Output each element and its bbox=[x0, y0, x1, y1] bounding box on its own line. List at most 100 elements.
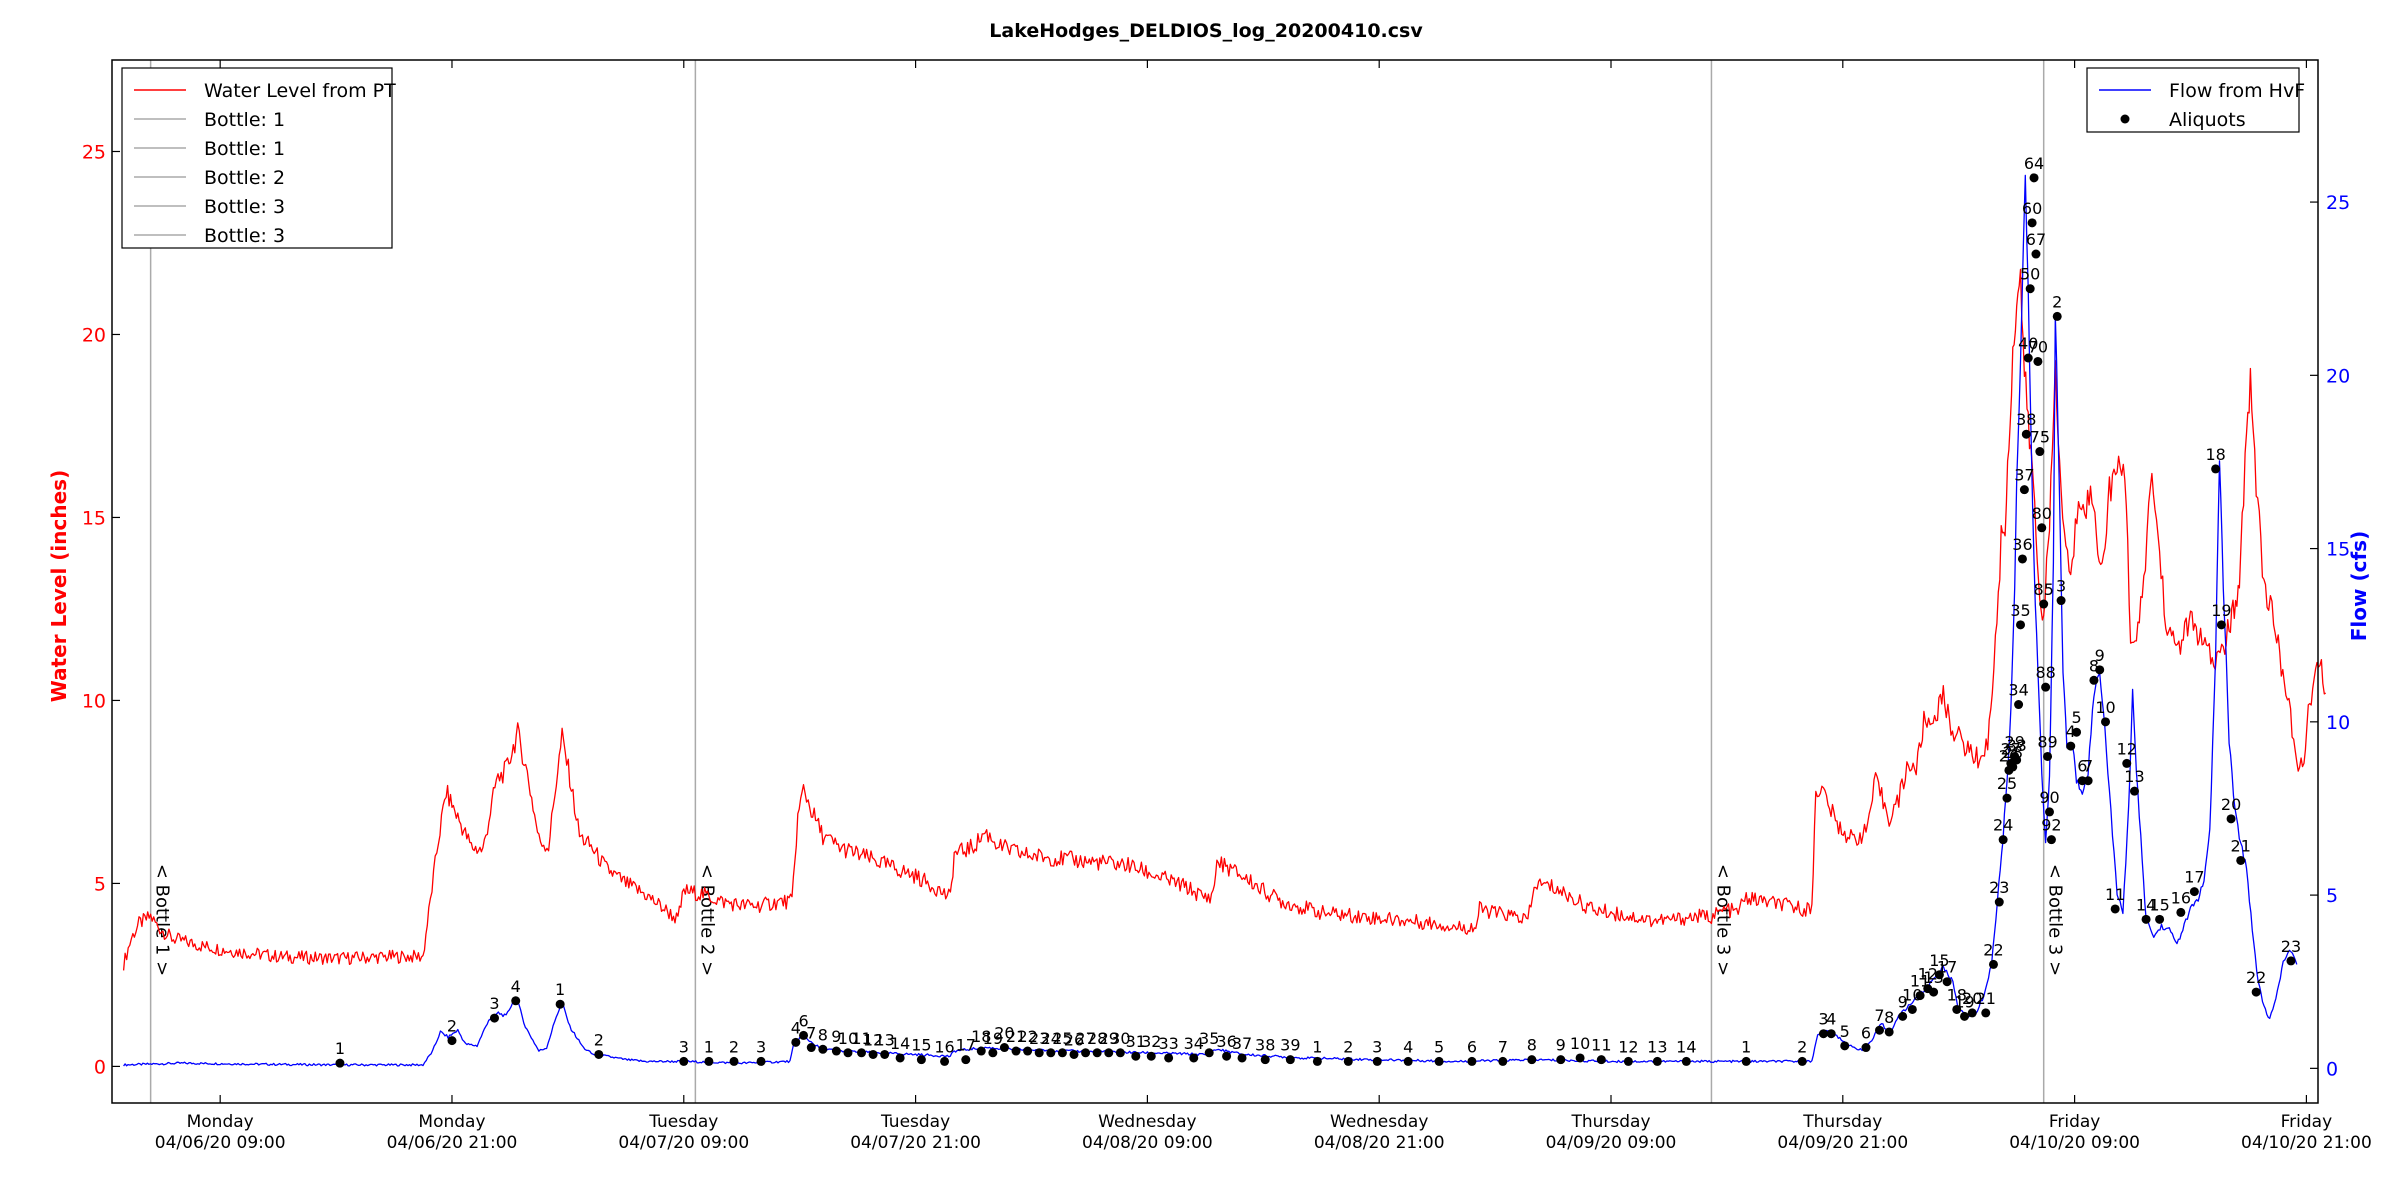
legend-entry-label: Bottle: 3 bbox=[204, 196, 285, 218]
aliquot-point bbox=[729, 1056, 739, 1066]
aliquot-label: 90 bbox=[2039, 788, 2059, 807]
aliquot-point bbox=[1222, 1051, 1232, 1061]
aliquot-label: 29 bbox=[1099, 1029, 1119, 1048]
aliquot-point bbox=[2211, 464, 2221, 474]
aliquot-label: 10 bbox=[838, 1029, 858, 1048]
aliquot-label: 28 bbox=[1087, 1029, 1107, 1048]
aliquot-label: 33 bbox=[1158, 1034, 1178, 1053]
aliquot-label: 8 bbox=[818, 1025, 828, 1044]
aliquot-point bbox=[2002, 793, 2012, 803]
x-tick-day-label: Tuesday bbox=[880, 1112, 950, 1132]
aliquot-label: 9 bbox=[1898, 992, 1908, 1011]
x-tick-day-label: Thursday bbox=[1570, 1112, 1650, 1132]
x-tick-date-label: 04/09/20 09:00 bbox=[1546, 1133, 1677, 1153]
aliquot-point bbox=[1189, 1053, 1199, 1063]
aliquot-label: 3 bbox=[2056, 577, 2066, 596]
aliquot-label: 21 bbox=[2231, 836, 2251, 855]
bottle-marker-label: < Bottle 3 > bbox=[1712, 864, 1733, 976]
aliquot-point bbox=[2216, 620, 2226, 630]
aliquot-point bbox=[2041, 682, 2051, 692]
aliquot-point bbox=[594, 1049, 604, 1059]
y-left-tick-label: 15 bbox=[82, 507, 106, 529]
aliquot-point bbox=[1131, 1051, 1141, 1061]
aliquot-label: 8 bbox=[1527, 1036, 1537, 1055]
x-tick-date-label: 04/08/20 21:00 bbox=[1314, 1133, 1445, 1153]
y-right-tick-label: 5 bbox=[2326, 885, 2338, 907]
aliquot-label: 80 bbox=[2032, 504, 2052, 523]
aliquot-label: 17 bbox=[2184, 868, 2204, 887]
aliquot-label: 6 bbox=[1467, 1037, 1477, 1056]
aliquot-label: 1 bbox=[1741, 1037, 1751, 1056]
aliquot-label: 2 bbox=[447, 1017, 457, 1036]
aliquot-label: 75 bbox=[2030, 428, 2050, 447]
aliquot-point bbox=[1998, 835, 2008, 845]
aliquot-point bbox=[2066, 741, 2076, 751]
x-tick-date-label: 04/06/20 09:00 bbox=[155, 1133, 286, 1153]
aliquot-label: 23 bbox=[1989, 878, 2009, 897]
aliquot-point bbox=[2095, 665, 2105, 675]
aliquot-point bbox=[2141, 914, 2151, 924]
aliquot-point bbox=[756, 1056, 766, 1066]
aliquot-label: 7 bbox=[1498, 1037, 1508, 1056]
aliquot-point bbox=[895, 1053, 905, 1063]
aliquot-point bbox=[1023, 1046, 1033, 1056]
aliquot-label: 23 bbox=[2281, 937, 2301, 956]
aliquot-label: 36 bbox=[1216, 1032, 1236, 1051]
aliquot-label: 3 bbox=[756, 1037, 766, 1056]
x-tick-day-label: Friday bbox=[2281, 1112, 2333, 1132]
aliquot-label: 23 bbox=[1029, 1029, 1049, 1048]
aliquot-point bbox=[2021, 429, 2031, 439]
y-right-tick-label: 15 bbox=[2326, 539, 2350, 561]
aliquot-point bbox=[1343, 1056, 1353, 1066]
aliquot-point bbox=[2012, 755, 2022, 765]
water-level-series-line bbox=[122, 268, 2327, 971]
aliquot-point bbox=[976, 1046, 986, 1056]
aliquot-label: 20 bbox=[1962, 989, 1982, 1008]
aliquot-point bbox=[1312, 1056, 1322, 1066]
aliquot-label: 10 bbox=[1570, 1034, 1590, 1053]
x-tick-date-label: 04/07/20 09:00 bbox=[618, 1133, 749, 1153]
aliquot-point bbox=[940, 1056, 950, 1066]
aliquot-point bbox=[489, 1013, 499, 1023]
aliquot-point bbox=[511, 996, 521, 1006]
aliquot-point bbox=[555, 999, 565, 1009]
y-right-tick-label: 10 bbox=[2326, 712, 2350, 734]
aliquot-point bbox=[799, 1030, 809, 1040]
aliquot-label: 14 bbox=[2136, 895, 2156, 914]
aliquot-point bbox=[1104, 1048, 1114, 1058]
aliquot-label: 29 bbox=[2005, 732, 2025, 751]
x-tick-date-label: 04/07/20 21:00 bbox=[850, 1133, 981, 1153]
aliquot-point bbox=[2052, 311, 2062, 321]
aliquot-label: 36 bbox=[2012, 535, 2032, 554]
aliquot-point bbox=[2089, 675, 2099, 685]
aliquot-label: 89 bbox=[2037, 732, 2057, 751]
aliquot-label: 12 bbox=[2117, 739, 2137, 758]
aliquot-point bbox=[2008, 762, 2018, 772]
bottle-marker-layer: < Bottle 1 > < Bottle 2 > < Bottle 3 > < Bo… bbox=[149, 60, 2066, 1103]
aliquot-point bbox=[1623, 1056, 1633, 1066]
legend-entry-label: Bottle: 3 bbox=[204, 225, 285, 247]
aliquot-point bbox=[2046, 835, 2056, 845]
legend-entry-label: Aliquots bbox=[2169, 109, 2246, 131]
aliquot-point bbox=[1934, 970, 1944, 980]
aliquot-point bbox=[679, 1056, 689, 1066]
aliquot-label: 1 bbox=[704, 1037, 714, 1056]
y-left-tick-label: 10 bbox=[82, 690, 106, 712]
aliquot-point bbox=[1204, 1048, 1214, 1058]
aliquot-point bbox=[868, 1049, 878, 1059]
aliquot-label: 12 bbox=[1918, 965, 1938, 984]
aliquot-point bbox=[2083, 776, 2093, 786]
bottle-marker-label: < Bottle 3 > bbox=[2045, 864, 2066, 976]
aliquot-label: 60 bbox=[2022, 199, 2042, 218]
aliquot-point bbox=[447, 1036, 457, 1046]
aliquot-point bbox=[2031, 249, 2041, 259]
aliquot-point bbox=[1575, 1053, 1585, 1063]
aliquot-point bbox=[1403, 1056, 1413, 1066]
y-left-tick-label: 0 bbox=[94, 1056, 106, 1078]
aliquot-label: 2 bbox=[1797, 1037, 1807, 1056]
bottle-marker-label: < Bottle 2 > bbox=[696, 864, 717, 976]
aliquot-label: 8 bbox=[2089, 656, 2099, 675]
aliquot-label: 18 bbox=[1947, 985, 1967, 1004]
aliquot-label: 16 bbox=[934, 1037, 954, 1056]
